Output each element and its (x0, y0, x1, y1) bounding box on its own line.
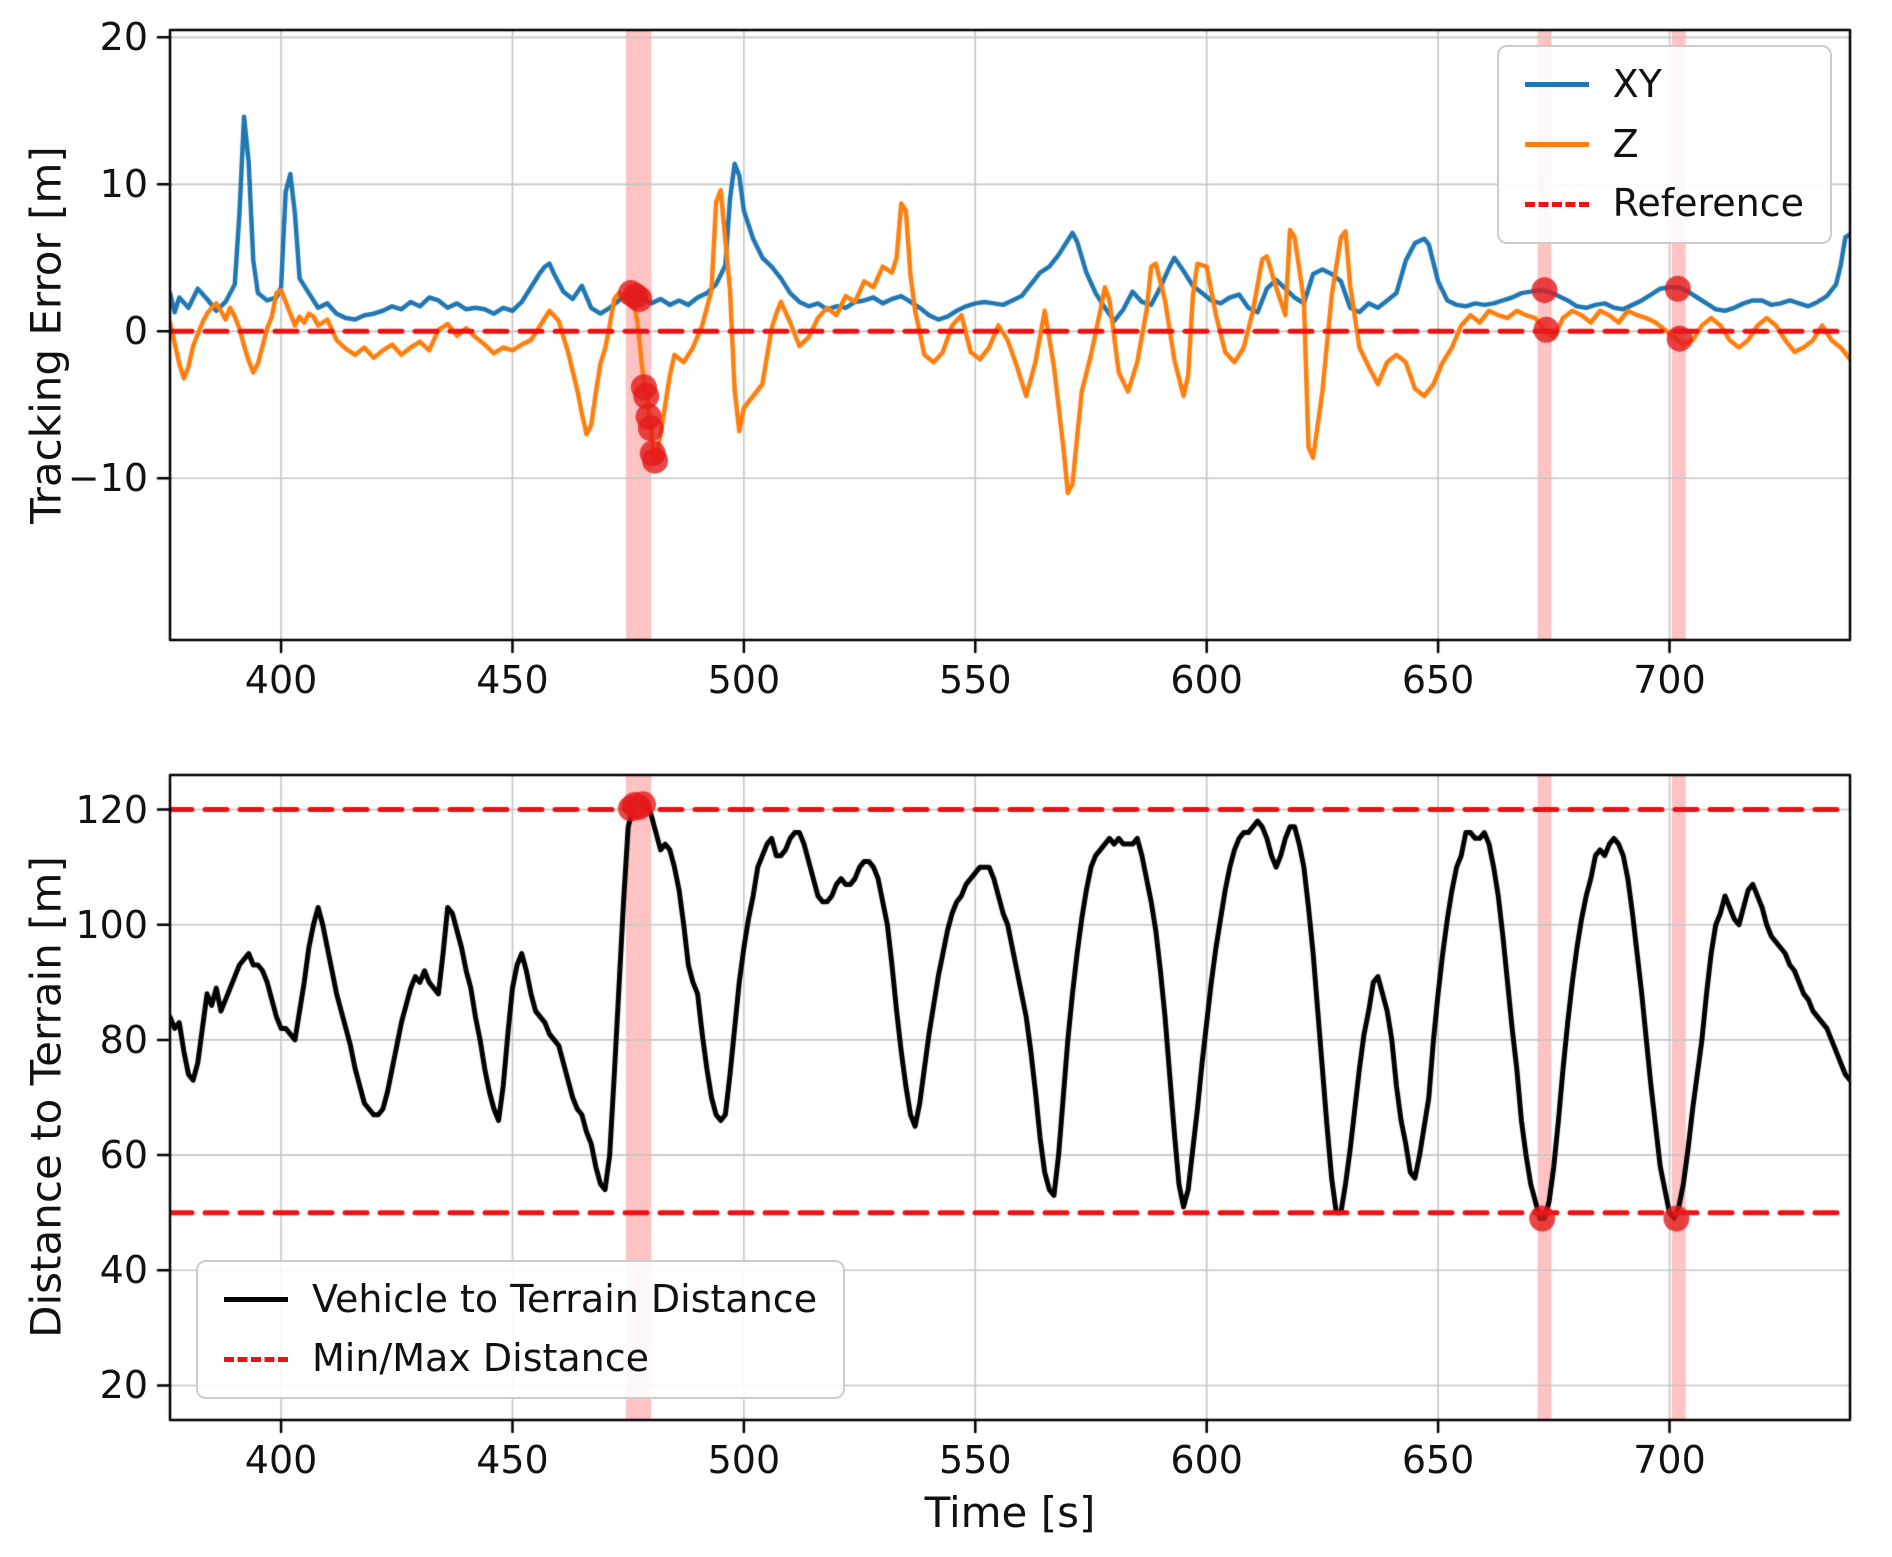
top-legend-item: Reference (1524, 181, 1804, 226)
top-x-tick-label: 550 (939, 658, 1012, 702)
top-y-tick-label: −10 (67, 456, 148, 501)
top-legend: XY Z Reference (1496, 45, 1832, 245)
top-y-axis-label: Tracking Error [m] (21, 146, 71, 524)
top-x-tick-label: 650 (1401, 658, 1475, 702)
top-y-tick-label: 20 (99, 15, 148, 60)
top-x-tick-label: 400 (244, 658, 318, 702)
bottom-y-tick-label: 120 (75, 787, 148, 832)
bottom-legend: Vehicle to Terrain Distance Min/Max Dista… (196, 1259, 846, 1399)
top-y-tick-label: 10 (99, 162, 148, 207)
bottom-y-tick-label: 20 (99, 1363, 148, 1408)
top-x-tick-label: 600 (1170, 658, 1243, 702)
bottom-x-tick-label: 700 (1633, 1438, 1706, 1482)
dashed-line-swatch-icon (1524, 201, 1589, 207)
bottom-x-tick-label: 500 (707, 1438, 781, 1482)
bottom-y-tick-label: 100 (75, 902, 148, 947)
bottom-legend-item: Min/Max Distance (224, 1337, 817, 1381)
top-x-tick-label: 500 (707, 658, 781, 702)
line-swatch-icon (1524, 142, 1589, 148)
bottom-y-axis-label: Distance to Terrain [m] (21, 856, 71, 1338)
bottom-y-tick-label: 40 (99, 1248, 148, 1293)
top-legend-label: Reference (1612, 181, 1804, 226)
line-swatch-icon (1524, 82, 1589, 88)
top-legend-label: Z (1612, 121, 1639, 166)
bottom-y-tick-label: 80 (99, 1017, 148, 1062)
top-y-tick-label: 0 (123, 309, 148, 354)
bottom-legend-item: Vehicle to Terrain Distance (224, 1276, 818, 1322)
top-legend-item: Z (1524, 121, 1804, 167)
bottom-legend-label: Vehicle to Terrain Distance (312, 1276, 818, 1321)
bottom-x-tick-label: 400 (244, 1438, 318, 1482)
bottom-legend-label: Min/Max Distance (312, 1336, 650, 1381)
top-legend-label: XY (1612, 62, 1662, 106)
top-x-tick-label: 450 (476, 658, 549, 702)
bottom-x-tick-label: 650 (1401, 1438, 1475, 1482)
bottom-x-tick-label: 550 (939, 1438, 1012, 1482)
bottom-y-tick-label: 60 (99, 1133, 148, 1178)
bottom-x-tick-label: 600 (1170, 1438, 1243, 1482)
line-swatch-icon (224, 1296, 288, 1302)
top-x-tick-label: 700 (1633, 658, 1706, 702)
x-axis-label: Time [s] (924, 1488, 1096, 1537)
top-legend-item: XY (1524, 62, 1804, 107)
dashed-line-swatch-icon (224, 1356, 288, 1362)
bottom-x-tick-label: 450 (476, 1438, 549, 1482)
